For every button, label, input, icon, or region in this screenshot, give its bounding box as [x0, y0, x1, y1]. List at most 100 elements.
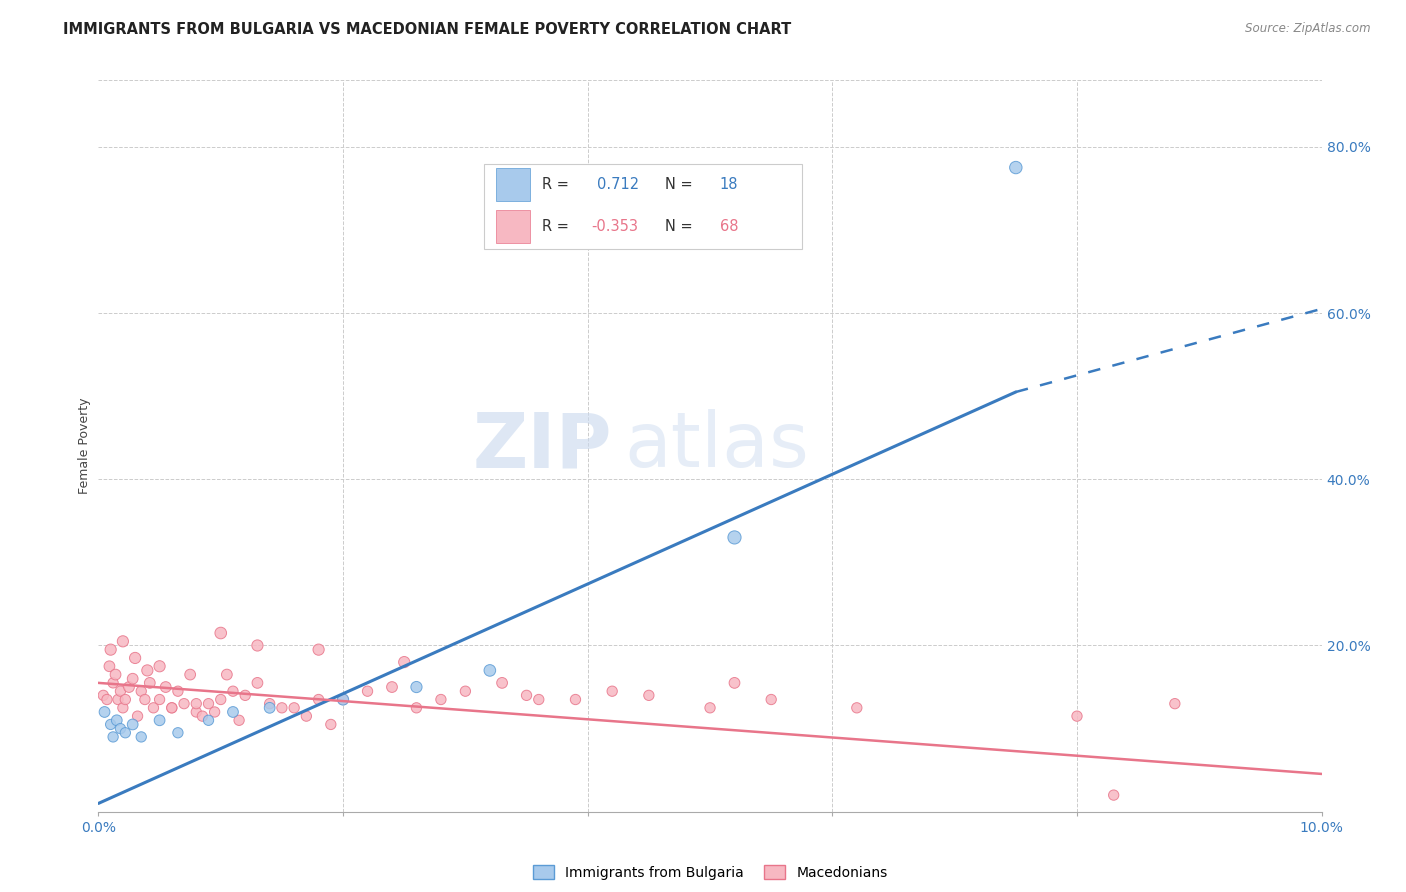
- Point: [209, 626, 232, 640]
- Point: [215, 667, 238, 681]
- Text: atlas: atlas: [624, 409, 810, 483]
- Point: [121, 672, 143, 686]
- Point: [160, 701, 183, 715]
- Point: [233, 689, 256, 703]
- Point: [118, 680, 141, 694]
- Point: [114, 692, 136, 706]
- Y-axis label: Female Poverty: Female Poverty: [79, 398, 91, 494]
- Point: [454, 684, 477, 698]
- Point: [149, 692, 172, 706]
- Point: [228, 714, 250, 728]
- Point: [129, 684, 152, 698]
- Text: 0.712: 0.712: [598, 178, 640, 193]
- Point: [564, 692, 586, 706]
- Point: [246, 676, 269, 690]
- Point: [1066, 709, 1088, 723]
- Text: N =: N =: [665, 178, 697, 193]
- Point: [319, 717, 342, 731]
- Text: R =: R =: [543, 219, 574, 234]
- Text: -0.353: -0.353: [592, 219, 638, 234]
- Point: [392, 655, 416, 669]
- Point: [1164, 697, 1187, 711]
- Point: [129, 730, 152, 744]
- Point: [381, 680, 404, 694]
- Text: R =: R =: [543, 178, 574, 193]
- Point: [100, 717, 122, 731]
- Point: [105, 714, 128, 728]
- Point: [167, 684, 190, 698]
- Point: [1102, 788, 1125, 802]
- Point: [1004, 161, 1026, 175]
- Legend: Immigrants from Bulgaria, Macedonians: Immigrants from Bulgaria, Macedonians: [527, 859, 893, 885]
- FancyBboxPatch shape: [484, 164, 801, 249]
- Text: Source: ZipAtlas.com: Source: ZipAtlas.com: [1246, 22, 1371, 36]
- Point: [356, 684, 378, 698]
- Point: [104, 667, 127, 681]
- Point: [222, 684, 245, 698]
- Point: [110, 684, 132, 698]
- Point: [142, 701, 165, 715]
- Point: [222, 705, 245, 719]
- Point: [111, 634, 134, 648]
- Point: [101, 730, 124, 744]
- Text: 18: 18: [720, 178, 738, 193]
- Point: [98, 659, 121, 673]
- Point: [136, 664, 159, 678]
- Point: [430, 692, 453, 706]
- Point: [167, 725, 190, 739]
- Point: [93, 705, 115, 719]
- Point: [259, 697, 281, 711]
- Bar: [496, 169, 530, 202]
- Point: [405, 680, 427, 694]
- Point: [160, 701, 183, 715]
- Point: [761, 692, 783, 706]
- Point: [149, 714, 172, 728]
- Point: [155, 680, 177, 694]
- Point: [723, 530, 745, 544]
- Point: [516, 689, 538, 703]
- Point: [491, 676, 513, 690]
- Point: [121, 717, 143, 731]
- Point: [259, 701, 281, 715]
- Point: [110, 722, 132, 736]
- Point: [246, 639, 269, 653]
- Point: [127, 709, 149, 723]
- Text: IMMIGRANTS FROM BULGARIA VS MACEDONIAN FEMALE POVERTY CORRELATION CHART: IMMIGRANTS FROM BULGARIA VS MACEDONIAN F…: [63, 22, 792, 37]
- Point: [100, 642, 122, 657]
- Text: N =: N =: [665, 219, 697, 234]
- Point: [699, 701, 721, 715]
- Point: [723, 676, 745, 690]
- Point: [139, 676, 162, 690]
- Point: [204, 705, 226, 719]
- Point: [179, 667, 201, 681]
- Point: [197, 714, 219, 728]
- Point: [308, 642, 330, 657]
- Point: [478, 664, 501, 678]
- Bar: [496, 211, 530, 243]
- Point: [111, 701, 134, 715]
- Point: [134, 692, 156, 706]
- Point: [186, 697, 208, 711]
- Point: [600, 684, 623, 698]
- Point: [405, 701, 427, 715]
- Point: [149, 659, 172, 673]
- Point: [114, 725, 136, 739]
- Text: ZIP: ZIP: [472, 409, 612, 483]
- Point: [270, 701, 294, 715]
- Point: [332, 692, 354, 706]
- Point: [295, 709, 318, 723]
- Point: [209, 692, 232, 706]
- Point: [283, 701, 305, 715]
- Point: [124, 651, 146, 665]
- Point: [845, 701, 868, 715]
- Point: [96, 692, 118, 706]
- Point: [107, 692, 129, 706]
- Point: [638, 689, 661, 703]
- Point: [197, 697, 219, 711]
- Point: [191, 709, 214, 723]
- Text: 68: 68: [720, 219, 738, 234]
- Point: [186, 705, 208, 719]
- Point: [173, 697, 195, 711]
- Point: [332, 692, 354, 706]
- Point: [308, 692, 330, 706]
